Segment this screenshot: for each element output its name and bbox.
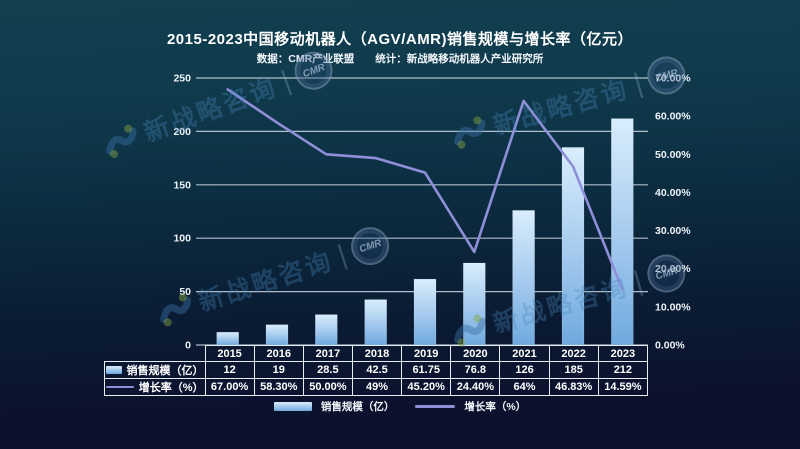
line-series-swatch-icon (415, 405, 456, 408)
value-cell: 28.5 (302, 361, 353, 379)
table-blank-corner (105, 346, 206, 362)
line-series-swatch-icon (106, 385, 134, 389)
bar-2019 (413, 278, 437, 346)
value-cell: 61.75 (401, 361, 452, 379)
bar-series-swatch-icon (273, 402, 312, 411)
year-header-cell: 2019 (401, 345, 452, 362)
left-axis-tick: 250 (173, 73, 191, 85)
value-cell: 76.8 (450, 361, 501, 379)
chart-title: 2015-2023中国移动机器人（AGV/AMR)销售规模与增长率（亿元） (166, 31, 634, 48)
bar-2018 (364, 299, 387, 346)
year-header-cell: 2023 (597, 345, 649, 362)
bar-2021 (512, 210, 535, 346)
value-cell: 19 (253, 361, 304, 379)
chart-subtitle: 数据：CMR产业联盟 统计：新战略移动机器人产业研究所 (256, 53, 544, 65)
year-header-cell: 2015 (204, 345, 255, 362)
left-axis-tick: 100 (173, 233, 191, 245)
data-table: 2015 2016 2017 2018 2019 2020 2021 2022 2023 销售规模… (104, 345, 649, 396)
year-header-cell: 2022 (548, 345, 599, 362)
right-axis-tick: 40.00% (655, 187, 691, 199)
series-name: 销售规模（亿） (126, 365, 204, 377)
value-cell: 50.00% (302, 378, 353, 396)
value-cell: 49% (351, 378, 403, 396)
value-cell: 24.40% (450, 378, 501, 396)
left-axis-tick: 150 (173, 179, 191, 191)
bar-2020 (463, 262, 486, 346)
right-axis-tick: 60.00% (655, 111, 691, 123)
right-axis-tick: 0.00% (655, 340, 685, 352)
year-header-cell: 2016 (253, 345, 304, 362)
value-cell: 212 (597, 361, 649, 379)
right-axis-tick: 30.00% (655, 225, 691, 237)
series-row-label: 增长率（%） (104, 378, 206, 396)
right-axis-tick: 10.00% (655, 301, 691, 313)
legend-bar-label: 销售规模（亿） (320, 401, 395, 413)
legend: 销售规模（亿） 增长率（%） (0, 399, 800, 414)
value-cell: 45.20% (401, 378, 452, 396)
value-cell: 58.30% (253, 378, 304, 396)
value-cell: 126 (499, 361, 550, 379)
growth-rate-line (226, 88, 624, 291)
left-axis-tick: 0 (185, 340, 191, 352)
value-cell: 42.5 (351, 361, 403, 379)
series-row-label: 销售规模（亿） (104, 361, 206, 379)
bar-2022 (561, 147, 585, 346)
right-axis-tick: 20.00% (655, 263, 691, 275)
value-cell: 14.59% (597, 378, 649, 396)
left-axis-tick: 50 (179, 286, 191, 298)
year-header-cell: 2020 (450, 345, 501, 362)
bar-series-swatch-icon (106, 366, 122, 374)
value-cell: 12 (204, 361, 255, 379)
right-axis-tick: 50.00% (655, 149, 691, 161)
value-cell: 64% (499, 378, 550, 396)
bar-2016 (265, 324, 289, 346)
bar-2015 (216, 331, 239, 346)
year-header-cell: 2017 (302, 345, 353, 362)
value-cell: 185 (548, 361, 599, 379)
legend-line-label: 增长率（%） (464, 401, 527, 413)
right-axis-tick: 70.00% (655, 73, 691, 85)
year-header-cell: 2021 (499, 345, 550, 362)
bar-2017 (315, 314, 338, 346)
value-cell: 46.83% (548, 378, 599, 396)
value-cell: 67.00% (204, 378, 255, 396)
left-axis-tick: 200 (173, 126, 191, 138)
series-name: 增长率（%） (138, 382, 204, 394)
year-header-cell: 2018 (351, 345, 403, 362)
bar-2023 (611, 118, 634, 346)
